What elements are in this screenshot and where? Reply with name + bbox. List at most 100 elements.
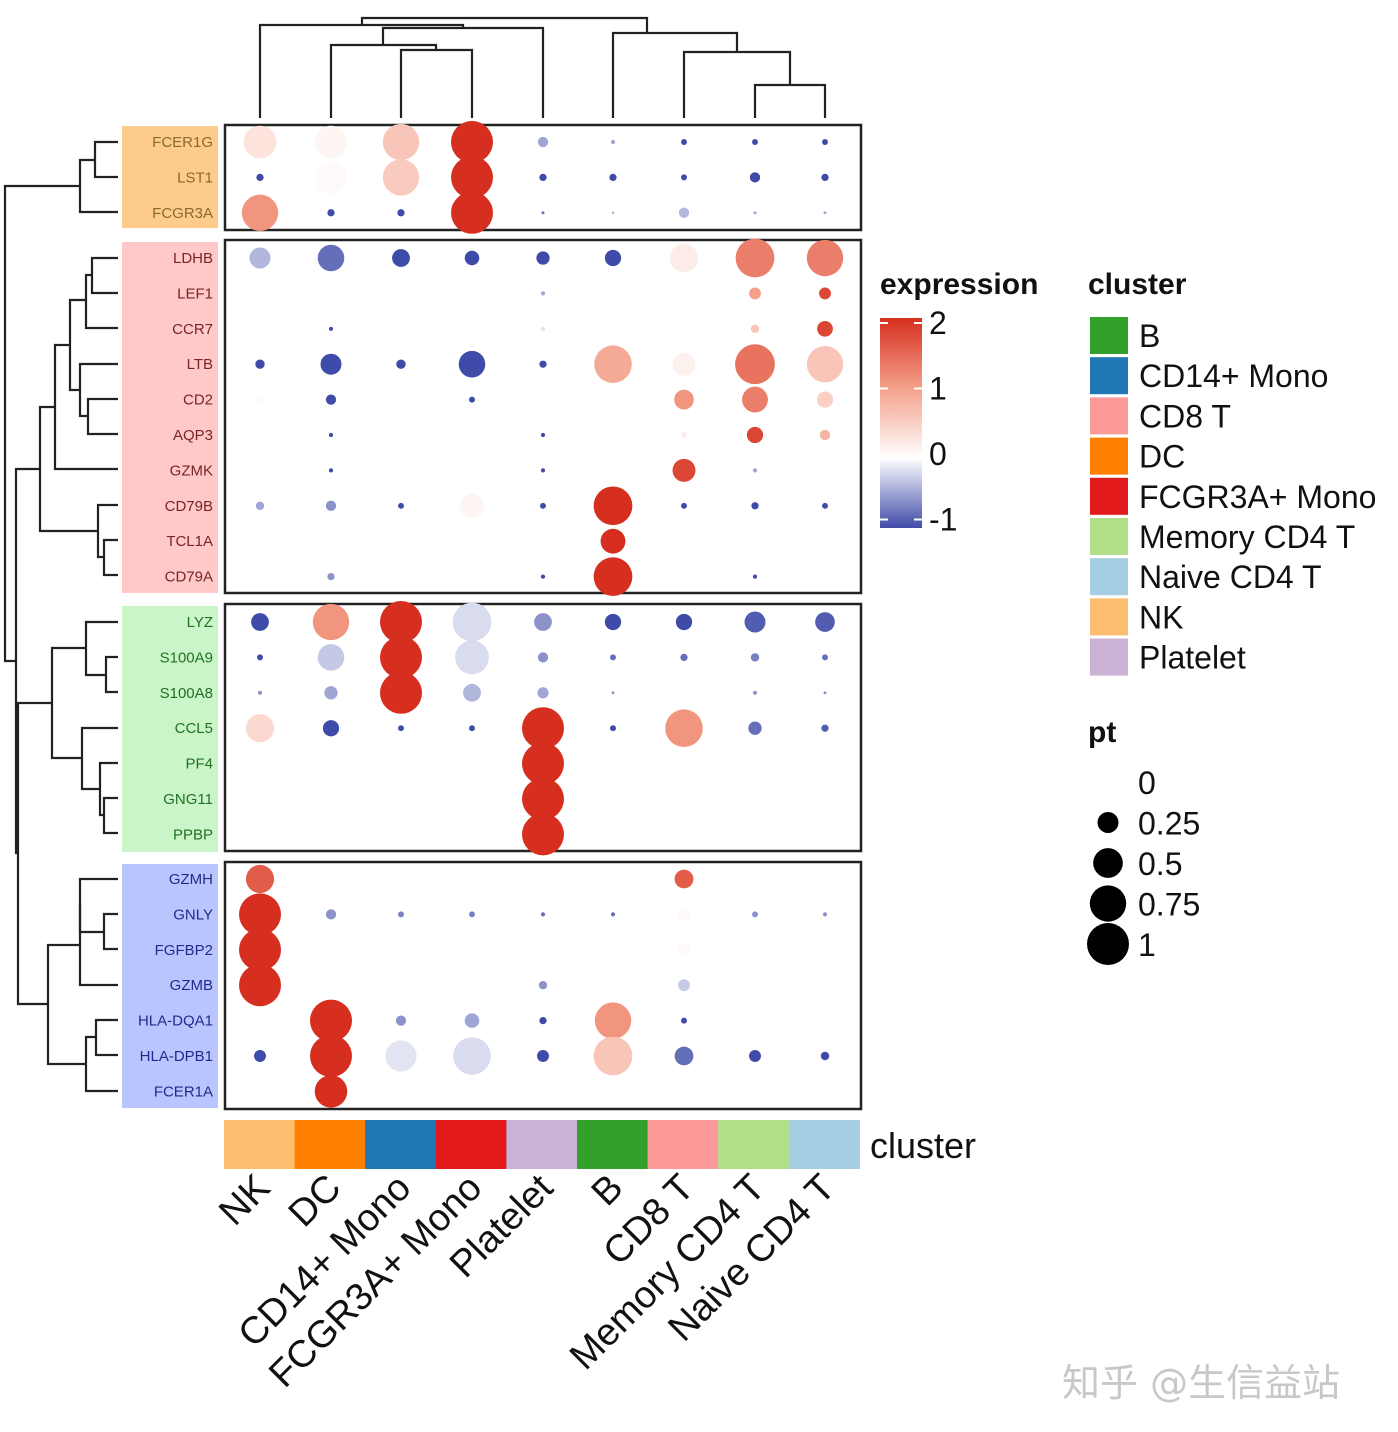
cluster-legend-label: FCGR3A+ Mono xyxy=(1139,479,1376,515)
gene-label: AQP3 xyxy=(173,427,213,444)
dot xyxy=(317,244,345,272)
dot xyxy=(822,654,828,661)
dendrogram-branch xyxy=(360,16,649,33)
dot xyxy=(329,540,333,543)
dot xyxy=(540,574,546,579)
cluster-annotation-cell xyxy=(577,1120,649,1169)
cluster-legend-key xyxy=(1090,518,1128,555)
dot xyxy=(611,469,615,472)
dendrogram-branch xyxy=(93,140,118,179)
pt-legend-label: 1 xyxy=(1138,927,1156,963)
dot xyxy=(399,433,403,437)
dot xyxy=(611,327,615,330)
dot xyxy=(382,159,420,196)
cluster-legend-label: CD14+ Mono xyxy=(1139,358,1328,394)
cluster-legend-title: cluster xyxy=(1088,268,1187,301)
dot xyxy=(823,983,827,987)
dot xyxy=(753,948,757,951)
dot xyxy=(380,636,422,679)
dot xyxy=(753,1019,757,1022)
dot xyxy=(258,433,262,437)
dot xyxy=(750,653,760,662)
dendrogram-branch xyxy=(102,912,118,951)
gene-label: CCR7 xyxy=(172,321,213,338)
dot xyxy=(611,948,615,951)
cluster-legend-key xyxy=(1090,357,1128,395)
dot xyxy=(399,877,403,881)
x-tick-label: B xyxy=(584,1167,632,1215)
dendrogram-branch xyxy=(78,877,118,934)
dot xyxy=(470,983,474,987)
dot xyxy=(392,249,410,267)
dot xyxy=(806,346,844,383)
dot xyxy=(665,709,703,747)
cluster-legend-label: Memory CD4 T xyxy=(1139,519,1355,555)
dot xyxy=(245,714,275,743)
dot xyxy=(540,291,546,296)
expression-colorbar xyxy=(880,318,922,528)
dot xyxy=(257,396,263,403)
dot xyxy=(398,502,404,509)
cluster-annotation-cell xyxy=(506,1120,578,1169)
dendrogram-branch xyxy=(98,761,118,817)
dot xyxy=(674,389,694,410)
dot xyxy=(329,797,333,801)
dot xyxy=(594,1002,632,1039)
gene-label: CD2 xyxy=(183,392,213,409)
dot xyxy=(823,540,827,543)
dot xyxy=(537,652,549,663)
dot xyxy=(399,327,403,330)
dot xyxy=(470,948,474,951)
gene-label: HLA-DQA1 xyxy=(138,1013,213,1030)
dot xyxy=(325,394,337,405)
dot xyxy=(682,327,686,330)
dendrogram-branch xyxy=(102,538,118,577)
pt-legend-label: 0.75 xyxy=(1138,887,1200,923)
pt-legend-dot xyxy=(1087,923,1129,965)
dots xyxy=(239,121,844,1108)
dot xyxy=(329,877,333,881)
dendrogram-branch xyxy=(96,503,118,559)
dot xyxy=(746,426,764,444)
dot xyxy=(600,528,626,554)
dot xyxy=(677,943,691,957)
dot xyxy=(611,691,615,695)
dot xyxy=(750,324,760,333)
cluster-annotation-cell xyxy=(788,1120,860,1169)
cluster-annotation-cell xyxy=(718,1120,790,1169)
dot xyxy=(399,291,403,295)
dot xyxy=(324,686,338,700)
dendrogram-branch xyxy=(381,26,545,118)
dot xyxy=(459,493,485,519)
dot xyxy=(604,249,622,267)
dot xyxy=(611,211,615,214)
dot xyxy=(258,292,262,295)
dot xyxy=(399,797,403,801)
dot xyxy=(249,247,271,269)
dendrogram-branch xyxy=(78,905,118,987)
dot xyxy=(681,174,687,181)
dot xyxy=(682,291,686,295)
dot xyxy=(463,683,481,702)
dot xyxy=(256,173,264,182)
dot xyxy=(611,292,615,295)
dot xyxy=(398,725,404,732)
dot xyxy=(470,327,474,331)
dot xyxy=(399,948,403,951)
gene-label: CD79B xyxy=(165,498,213,515)
cluster-annotation-cell xyxy=(294,1120,366,1169)
dot xyxy=(451,191,493,234)
dot xyxy=(470,762,474,765)
dot xyxy=(470,832,474,836)
dot xyxy=(681,502,687,509)
cluster-annotation-cell xyxy=(224,1120,296,1169)
dot xyxy=(539,360,547,368)
dot xyxy=(610,725,616,732)
dendrogram-branch xyxy=(78,362,118,418)
dot xyxy=(752,911,758,918)
dot xyxy=(399,762,403,765)
dot xyxy=(604,613,622,631)
gene-label: GZMB xyxy=(170,977,213,994)
dot xyxy=(258,1090,262,1093)
